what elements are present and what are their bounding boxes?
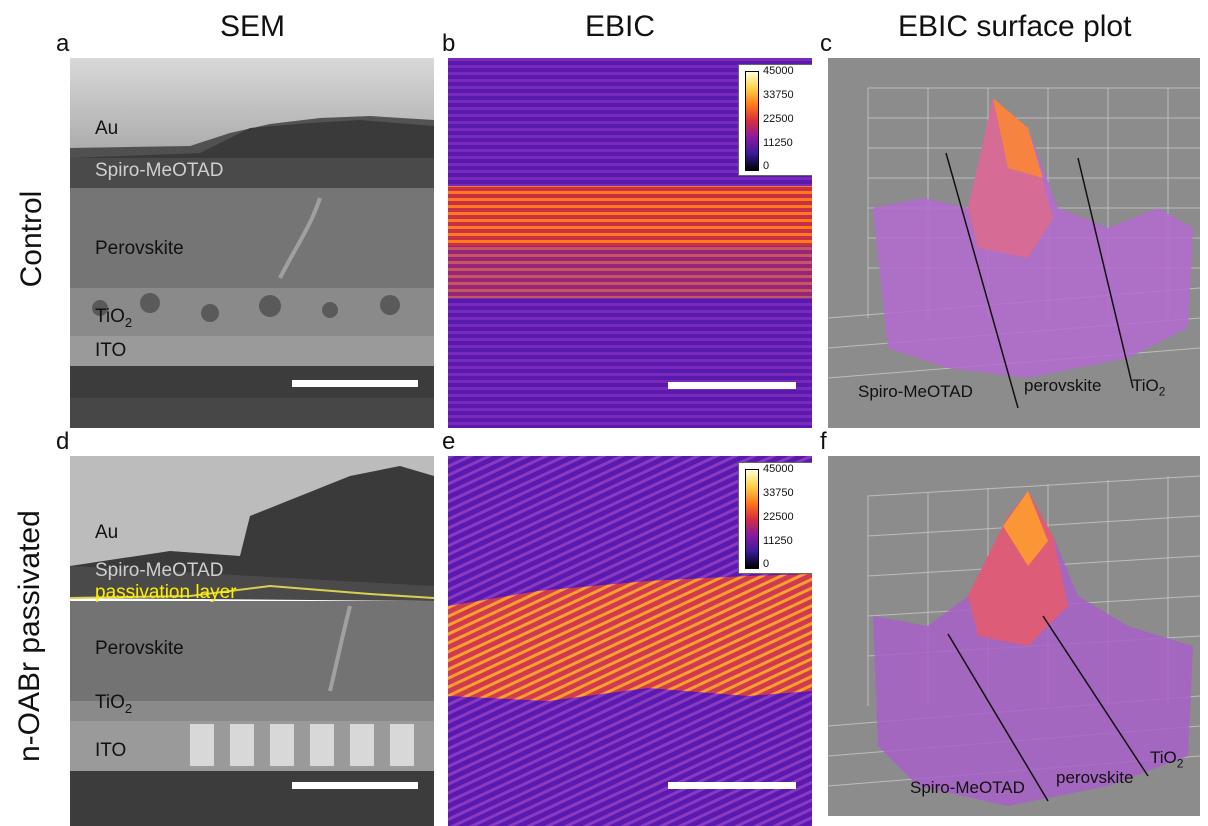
colorbar-control: 45000 33750 22500 11250 0 [738, 64, 812, 176]
column-title-sem: SEM [220, 10, 286, 43]
colorbar-tick: 22500 [763, 511, 794, 523]
sem-control-label-perovskite: Perovskite [95, 238, 184, 259]
colorbar-tick: 11250 [763, 535, 793, 547]
sem-passivated-label-au: Au [95, 522, 119, 543]
ebic-passivated-map: 45000 33750 22500 11250 0 [448, 456, 812, 826]
colorbar-tick: 0 [763, 558, 770, 570]
sem-control-image: Au Spiro-MeOTAD Perovskite TiO2 ITO [70, 58, 434, 428]
surface-passivated-label-perovskite: perovskite [1056, 768, 1134, 787]
sem-passivated-label-ito: ITO [95, 740, 127, 761]
panel-letter-b: b [442, 30, 456, 57]
sem-control-label-ito: ITO [95, 340, 127, 361]
surface-control-label-spiro: Spiro-MeOTAD [858, 382, 973, 401]
surface-passivated-label-tio2: TiO2 [1150, 748, 1184, 771]
surface-passivated-label-spiro: Spiro-MeOTAD [910, 778, 1025, 797]
panel-letter-f: f [820, 428, 827, 455]
scale-bar [292, 380, 418, 387]
colorbar-passivated: 45000 33750 22500 11250 0 [738, 462, 812, 574]
row-label-control: Control [15, 190, 48, 288]
colorbar-tick: 22500 [763, 113, 794, 125]
sem-control-label-spiro: Spiro-MeOTAD [95, 160, 224, 181]
colorbar-tick: 33750 [763, 487, 794, 499]
sem-passivated-label-passivation: passivation layer [95, 582, 237, 603]
surface-plot-passivated: Spiro-MeOTAD perovskite TiO2 [828, 456, 1200, 816]
column-title-surface: EBIC surface plot [898, 10, 1132, 43]
column-title-ebic: EBIC [585, 10, 656, 43]
sem-passivated-label-perovskite: Perovskite [95, 638, 184, 659]
ebic-control-map: 45000 33750 22500 11250 0 [448, 58, 812, 428]
colorbar-gradient [745, 71, 759, 171]
sem-passivated-image: Au Spiro-MeOTAD passivation layer Perovs… [70, 456, 434, 826]
colorbar-tick: 45000 [763, 463, 794, 475]
surface-control-label-perovskite: perovskite [1024, 376, 1102, 395]
sem-control-label-tio2: TiO2 [95, 306, 133, 330]
scale-bar [668, 382, 796, 389]
sem-passivated-label-tio2: TiO2 [95, 692, 133, 716]
colorbar-tick: 33750 [763, 89, 794, 101]
panel-letter-c: c [820, 30, 832, 57]
colorbar-tick: 45000 [763, 65, 794, 77]
colorbar-tick: 0 [763, 160, 770, 172]
sem-passivated-label-spiro: Spiro-MeOTAD [95, 560, 224, 581]
surface-plot-control: Spiro-MeOTAD perovskite TiO2 [828, 58, 1200, 428]
row-label-passivated: n-OABr passivated [13, 510, 46, 762]
sem-control-label-au: Au [95, 118, 119, 139]
scale-bar [292, 782, 418, 789]
colorbar-tick: 11250 [763, 137, 793, 149]
panel-letter-a: a [56, 30, 70, 57]
panel-letter-d: d [56, 428, 70, 455]
panel-letter-e: e [442, 428, 456, 455]
scale-bar [668, 782, 796, 789]
surface-control-label-tio2: TiO2 [1132, 376, 1166, 399]
colorbar-gradient [745, 469, 759, 569]
